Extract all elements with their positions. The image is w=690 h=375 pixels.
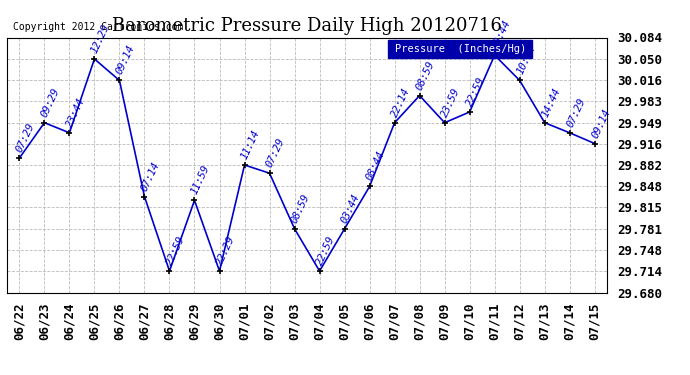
Text: 07:29: 07:29 [14,122,37,154]
Text: 22:14: 22:14 [390,86,412,118]
Text: 09:14: 09:14 [115,44,137,76]
Text: 07:29: 07:29 [265,136,287,169]
Title: Barometric Pressure Daily High 20120716: Barometric Pressure Daily High 20120716 [112,16,502,34]
Text: 22:59: 22:59 [465,75,487,108]
Text: 07:29: 07:29 [565,96,587,129]
Text: 12:29: 12:29 [90,22,112,55]
Text: 08:59: 08:59 [415,59,437,92]
Text: 03:44: 03:44 [339,192,362,225]
FancyBboxPatch shape [388,40,532,58]
Text: 08:44: 08:44 [365,150,387,182]
Text: 09:29: 09:29 [39,86,62,118]
Text: 08:59: 08:59 [290,192,312,225]
Text: 14:44: 14:44 [540,86,562,118]
Text: 09:14: 09:14 [590,107,612,140]
Text: Copyright 2012 Cartronics.com: Copyright 2012 Cartronics.com [13,22,184,32]
Text: 11:14: 11:14 [239,128,262,161]
Text: 23:44: 23:44 [65,96,87,129]
Text: 22:29: 22:29 [215,234,237,267]
Text: 07:14: 07:14 [139,160,162,192]
Text: Pressure  (Inches/Hg): Pressure (Inches/Hg) [395,44,526,54]
Text: 11:59: 11:59 [190,164,212,196]
Text: 22:59: 22:59 [165,234,187,267]
Text: 23:59: 23:59 [440,86,462,118]
Text: 10:14: 10:14 [515,44,537,76]
Text: 22:59: 22:59 [315,234,337,267]
Text: 10:44: 10:44 [490,18,512,51]
